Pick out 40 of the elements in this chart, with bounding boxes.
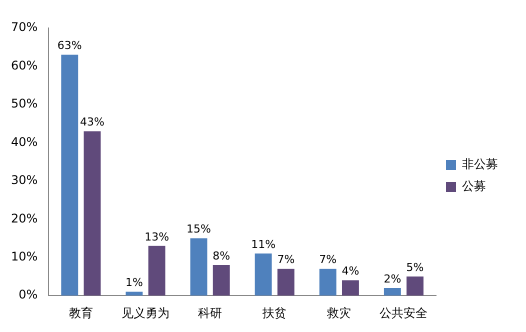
bar — [84, 131, 101, 296]
bar — [61, 54, 78, 296]
legend-label: 公募 — [462, 179, 486, 194]
data-label: 7% — [319, 253, 337, 266]
legend-label: 非公募 — [462, 157, 498, 172]
bar — [342, 280, 359, 296]
data-label: 13% — [144, 230, 170, 244]
data-label: 15% — [186, 222, 211, 236]
data-label: 4% — [342, 264, 360, 278]
y-tick-label: 50% — [11, 96, 38, 111]
bar — [319, 268, 336, 296]
data-label: 1% — [125, 276, 143, 290]
data-label: 5% — [406, 260, 424, 274]
y-tick-label: 30% — [11, 173, 38, 188]
y-tick-label: 60% — [11, 58, 38, 72]
x-tick-label: 科研 — [198, 306, 222, 320]
bar — [190, 238, 208, 296]
x-tick-label: 公共安全 — [380, 306, 428, 320]
data-label: 8% — [212, 249, 230, 262]
data-label: 11% — [251, 238, 276, 251]
bar — [126, 292, 143, 296]
data-label: 63% — [57, 39, 82, 52]
y-tick-label: 70% — [11, 20, 38, 34]
bar — [212, 265, 230, 296]
y-tick-label: 0% — [18, 288, 38, 302]
bar — [406, 276, 424, 296]
data-label: 7% — [277, 253, 295, 266]
y-tick-label: 20% — [11, 211, 38, 226]
x-tick-label: 见义勇为 — [122, 306, 170, 320]
data-label: 2% — [384, 272, 402, 286]
x-tick-label: 扶贫 — [262, 306, 287, 320]
y-tick-label: 10% — [11, 249, 38, 264]
bar — [277, 268, 294, 296]
x-tick-label: 教育 — [68, 306, 93, 320]
x-tick-label: 救灾 — [326, 306, 352, 320]
y-tick-label: 40% — [11, 134, 38, 149]
bar — [384, 288, 401, 296]
bar — [148, 246, 166, 296]
data-label: 43% — [80, 116, 104, 129]
bar — [254, 254, 272, 296]
